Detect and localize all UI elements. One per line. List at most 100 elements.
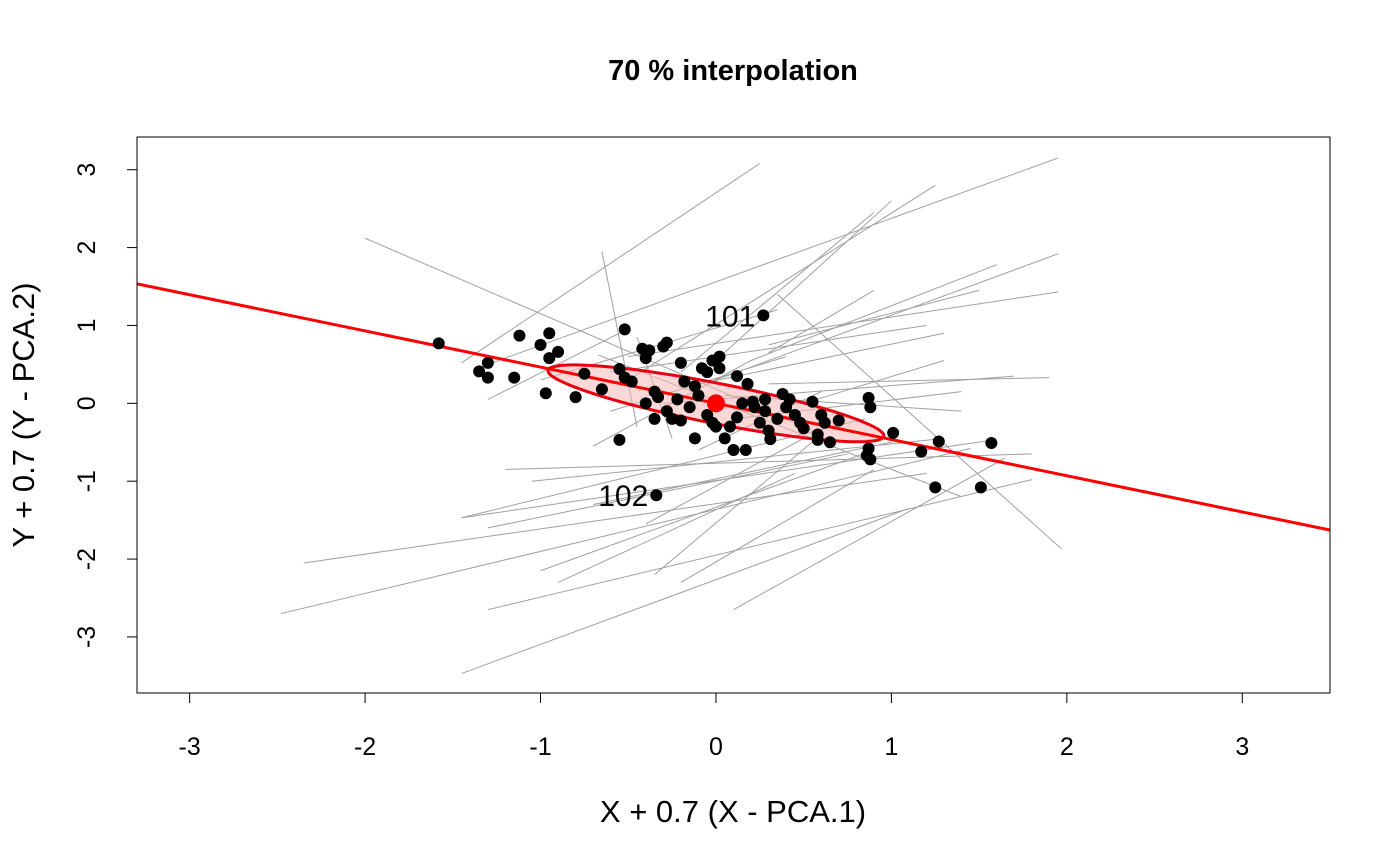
- data-point-77: [862, 442, 875, 455]
- x-tick-label: 0: [709, 733, 723, 761]
- data-point-12: [578, 367, 591, 380]
- data-point-21: [643, 344, 656, 357]
- data-point-3: [481, 371, 494, 384]
- data-point-42: [709, 420, 722, 433]
- data-point-14: [613, 363, 626, 376]
- y-axis-label: Y + 0.7 (Y - PCA.2): [6, 282, 41, 547]
- x-tick-label: -2: [354, 733, 376, 761]
- data-point-67: [727, 444, 740, 457]
- data-point-71: [688, 432, 701, 445]
- data-point-78: [862, 391, 875, 404]
- data-point-62: [818, 416, 831, 429]
- projection-segment-15: [505, 453, 1032, 471]
- data-point-13: [595, 383, 608, 396]
- projection-segment-6: [461, 507, 910, 675]
- data-point-8: [552, 345, 565, 358]
- data-point-25: [660, 336, 673, 349]
- data-point-30: [671, 393, 684, 406]
- data-point-74: [811, 433, 824, 446]
- plot-frame: [136, 136, 1331, 694]
- data-point-63: [823, 436, 836, 449]
- data-point-87: [650, 489, 663, 502]
- projection-segment-23: [680, 212, 875, 373]
- data-point-79: [864, 401, 877, 414]
- data-point-55: [783, 393, 796, 406]
- projection-segment-17: [777, 293, 1062, 550]
- x-tick-label: -3: [179, 733, 201, 761]
- data-point-0: [432, 337, 445, 350]
- projection-segment-1: [280, 447, 971, 615]
- data-point-2: [473, 365, 486, 378]
- data-point-5: [513, 329, 526, 342]
- x-tick-label: -1: [529, 733, 551, 761]
- data-point-43: [718, 432, 731, 445]
- data-point-38: [713, 362, 726, 375]
- data-point-73: [674, 356, 687, 369]
- data-point-44: [723, 420, 736, 433]
- data-point-32: [683, 401, 696, 414]
- point-label-101: 101: [705, 300, 755, 333]
- projection-segment-16: [654, 434, 822, 576]
- projection-segment-7: [540, 449, 875, 572]
- point-labels: 101 102: [598, 300, 755, 513]
- data-point-33: [688, 380, 701, 393]
- x-axis: -3 -2 -1 0 1 2 3: [179, 693, 1249, 761]
- data-point-50: [759, 405, 772, 418]
- data-point-4: [508, 371, 521, 384]
- projection-segment-24: [715, 253, 1059, 381]
- data-point-39: [713, 350, 726, 363]
- data-point-36: [701, 366, 714, 379]
- data-point-18: [625, 375, 638, 388]
- center-point: [706, 394, 725, 413]
- projection-segment-30: [680, 332, 945, 389]
- data-point-65: [731, 370, 744, 383]
- points-layer: [432, 309, 998, 502]
- x-axis-label: X + 0.7 (X - PCA.1): [600, 794, 866, 829]
- point-label-102: 102: [598, 480, 648, 513]
- data-point-15: [613, 433, 626, 446]
- projection-segment-39: [768, 289, 875, 354]
- data-point-84: [929, 481, 942, 494]
- data-point-58: [797, 422, 810, 435]
- projection-segment-22: [487, 157, 1059, 365]
- data-point-7: [543, 327, 556, 340]
- data-point-85: [974, 481, 987, 494]
- data-point-59: [806, 395, 819, 408]
- data-point-49: [753, 416, 766, 429]
- projection-segment-11: [487, 453, 848, 529]
- y-tick-label: -1: [73, 470, 101, 492]
- data-point-66: [759, 393, 772, 406]
- plot-area: [137, 157, 1330, 675]
- data-point-45: [731, 411, 744, 424]
- data-point-72: [639, 397, 652, 410]
- fit-line: [137, 282, 1330, 532]
- projection-segment-28: [610, 324, 927, 373]
- projection-segment-9: [680, 469, 875, 583]
- y-tick-label: 2: [73, 241, 101, 255]
- data-point-82: [932, 435, 945, 448]
- x-tick-label: 1: [884, 733, 898, 761]
- projection-segment-2: [303, 472, 927, 564]
- projection-segment-19: [461, 163, 761, 364]
- y-tick-label: -3: [73, 626, 101, 648]
- data-point-76: [864, 453, 877, 466]
- projection-segment-27: [768, 289, 980, 346]
- projection-segment-21: [715, 200, 892, 361]
- data-point-83: [985, 437, 998, 450]
- projection-segment-42: [803, 360, 945, 404]
- segments-layer: [280, 157, 1062, 675]
- data-point-1: [481, 356, 494, 369]
- y-tick-label: 1: [73, 318, 101, 332]
- projection-segment-10: [733, 457, 1006, 611]
- data-point-9: [543, 352, 556, 365]
- x-tick-label: 2: [1060, 733, 1074, 761]
- data-point-23: [652, 391, 665, 404]
- data-point-70: [746, 395, 759, 408]
- data-point-26: [648, 412, 661, 425]
- projection-segment-8: [557, 472, 796, 583]
- data-point-86: [757, 309, 770, 322]
- data-point-47: [741, 377, 754, 390]
- data-point-11: [569, 391, 582, 404]
- data-point-52: [771, 412, 784, 425]
